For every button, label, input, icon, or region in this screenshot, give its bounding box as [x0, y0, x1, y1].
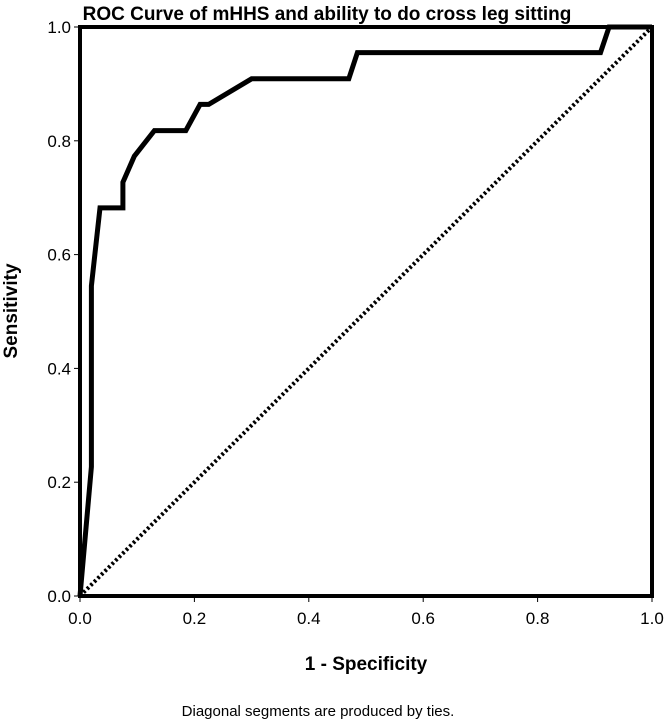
series-layer — [77, 24, 654, 598]
reference-diagonal-line — [78, 25, 654, 598]
y-tick-label: 1.0 — [47, 18, 71, 37]
x-tick-label: 1.0 — [640, 609, 664, 628]
roc-curve-line — [77, 24, 652, 597]
y-tick-label: 0.0 — [47, 587, 71, 606]
y-tick-label: 0.2 — [47, 473, 71, 492]
x-tick-label: 0.8 — [526, 609, 550, 628]
y-tick-label: 0.4 — [47, 359, 71, 378]
x-tick-label: 0.4 — [297, 609, 321, 628]
x-tick-label: 0.0 — [68, 609, 92, 628]
x-axis-ticks: 0.0 0.2 0.4 0.6 0.8 1.0 — [68, 596, 664, 628]
y-axis-title: Sensitivity — [1, 263, 22, 358]
x-tick-label: 0.6 — [411, 609, 435, 628]
x-tick-label: 0.2 — [183, 609, 207, 628]
y-tick-label: 0.6 — [47, 246, 71, 265]
y-tick-label: 0.8 — [47, 132, 71, 151]
x-axis-title: 1 - Specificity — [305, 654, 428, 675]
chart-title: ROC Curve of mHHS and ability to do cros… — [83, 4, 572, 25]
y-axis-ticks: 0.0 0.2 0.4 0.6 0.8 1.0 — [47, 18, 80, 606]
footnote: Diagonal segments are produced by ties. — [182, 703, 455, 720]
